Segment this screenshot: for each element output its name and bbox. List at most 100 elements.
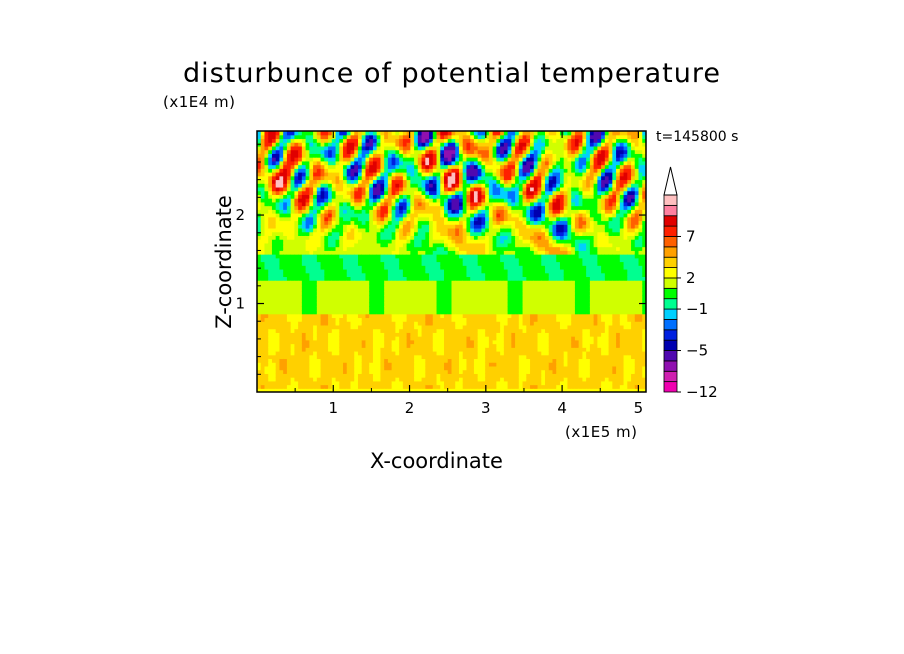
field-cell [384,145,389,151]
field-cell [372,231,378,236]
field-cell [283,287,288,292]
field-cell [331,239,337,244]
field-cell [313,291,318,296]
field-cell [387,164,393,169]
field-cell [301,324,307,330]
field-cell [283,261,288,266]
field-cell [268,157,273,162]
field-cell [339,377,344,382]
field-cell [316,160,322,166]
field-cell [357,339,363,345]
field-cell [380,145,385,151]
field-cell [466,287,471,292]
field-cell [455,164,460,169]
field-cell [481,347,486,352]
field-cell [481,153,486,158]
field-cell [320,339,325,345]
field-cell [515,343,520,348]
field-cell [286,384,292,389]
field-cell [365,291,370,296]
field-cell [481,280,486,285]
field-cell [372,324,378,330]
field-cell [440,306,445,311]
field-cell [376,172,382,177]
field-cell [425,362,430,367]
field-cell [339,164,344,169]
field-cell [271,257,277,263]
field-cell [350,172,355,177]
field-cell [309,358,314,363]
field-cell [268,239,273,244]
field-cell [313,227,318,233]
field-cell [290,302,295,307]
field-cell [260,198,266,203]
field-cell [417,190,423,195]
field-cell [421,280,426,285]
field-cell [350,354,355,360]
field-cell [268,183,273,188]
field-cell [268,384,273,389]
field-cell [421,138,426,143]
field-cell [391,388,396,392]
field-cell [316,336,322,341]
field-cell [354,287,359,292]
field-cell [444,235,449,240]
field-cell [354,343,359,348]
field-cell [447,231,453,236]
field-cell [372,302,378,307]
field-cell [286,138,292,143]
field-cell [324,358,329,363]
field-cell [320,268,325,274]
field-cell [380,172,385,177]
field-cell [503,339,509,345]
field-cell [440,380,445,386]
field-cell [410,138,415,143]
field-cell [496,306,501,311]
field-cell [294,336,299,341]
field-cell [339,257,344,263]
field-cell [294,298,299,304]
field-cell [458,283,464,289]
field-cell [305,298,310,304]
field-cell [387,246,393,251]
field-cell [376,149,382,154]
field-cell [339,198,344,203]
field-cell [395,254,400,259]
field-cell [485,324,490,330]
field-cell [481,134,486,140]
field-cell [283,157,288,162]
field-cell [402,362,408,367]
field-cell [283,201,288,207]
field-cell [328,362,333,367]
field-cell [339,324,344,330]
field-cell [507,194,512,199]
field-cell [387,160,393,166]
field-cell [511,268,516,274]
field-cell [444,388,449,392]
field-cell [414,261,419,266]
field-cell [346,235,352,240]
field-cell [432,149,438,154]
field-cell [470,246,475,251]
field-cell [380,186,385,192]
field-cell [507,313,512,319]
field-cell [283,145,288,151]
field-cell [429,168,434,173]
field-cell [275,317,281,322]
field-cell [372,179,378,184]
field-cell [384,298,389,304]
field-cell [343,257,348,263]
field-cell [473,369,479,374]
field-cell [399,388,404,392]
field-cell [275,302,281,307]
field-cell [339,205,344,210]
field-cell [357,153,363,158]
field-cell [455,358,460,363]
field-cell [429,295,434,300]
field-cell [305,261,310,266]
field-cell [380,175,385,181]
field-cell [511,250,516,255]
field-cell [275,216,281,222]
field-cell [328,209,333,214]
field-cell [387,302,393,307]
